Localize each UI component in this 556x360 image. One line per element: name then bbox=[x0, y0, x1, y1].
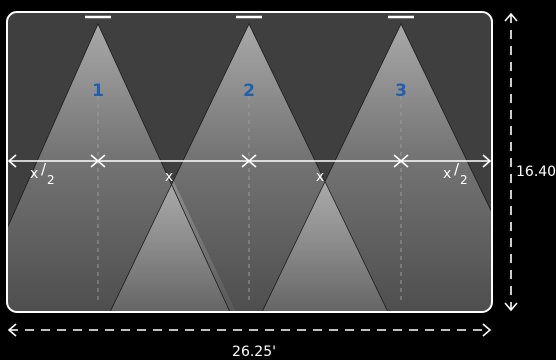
height-dimension-line bbox=[504, 12, 518, 312]
spacing-label-full-2: x bbox=[316, 169, 324, 185]
spacing-dimension-line bbox=[7, 154, 492, 168]
fixture-number-1: 1 bbox=[92, 81, 104, 101]
svg-text:x: x bbox=[443, 166, 451, 182]
svg-text:2: 2 bbox=[460, 173, 468, 187]
svg-text:2: 2 bbox=[47, 173, 55, 187]
spacing-label-full-1: x bbox=[165, 169, 173, 185]
svg-text:/: / bbox=[454, 160, 460, 178]
beam-overlap-1-2 bbox=[110, 180, 236, 312]
width-label: 26.25' bbox=[232, 344, 276, 360]
fixture-number-3: 3 bbox=[395, 81, 407, 101]
spacing-label-half-right: x / 2 bbox=[443, 160, 468, 187]
width-dimension-line bbox=[7, 323, 492, 337]
fixture-centerlines bbox=[97, 96, 402, 300]
room-border bbox=[6, 11, 493, 313]
svg-text:/: / bbox=[41, 160, 47, 178]
light-beams bbox=[7, 23, 492, 312]
svg-text:x: x bbox=[30, 166, 38, 182]
spacing-label-half-left: x / 2 bbox=[30, 160, 55, 187]
fixture-number-2: 2 bbox=[243, 81, 255, 101]
height-label: 16.40' bbox=[516, 164, 556, 180]
beam-overlap-2-3 bbox=[262, 180, 388, 312]
